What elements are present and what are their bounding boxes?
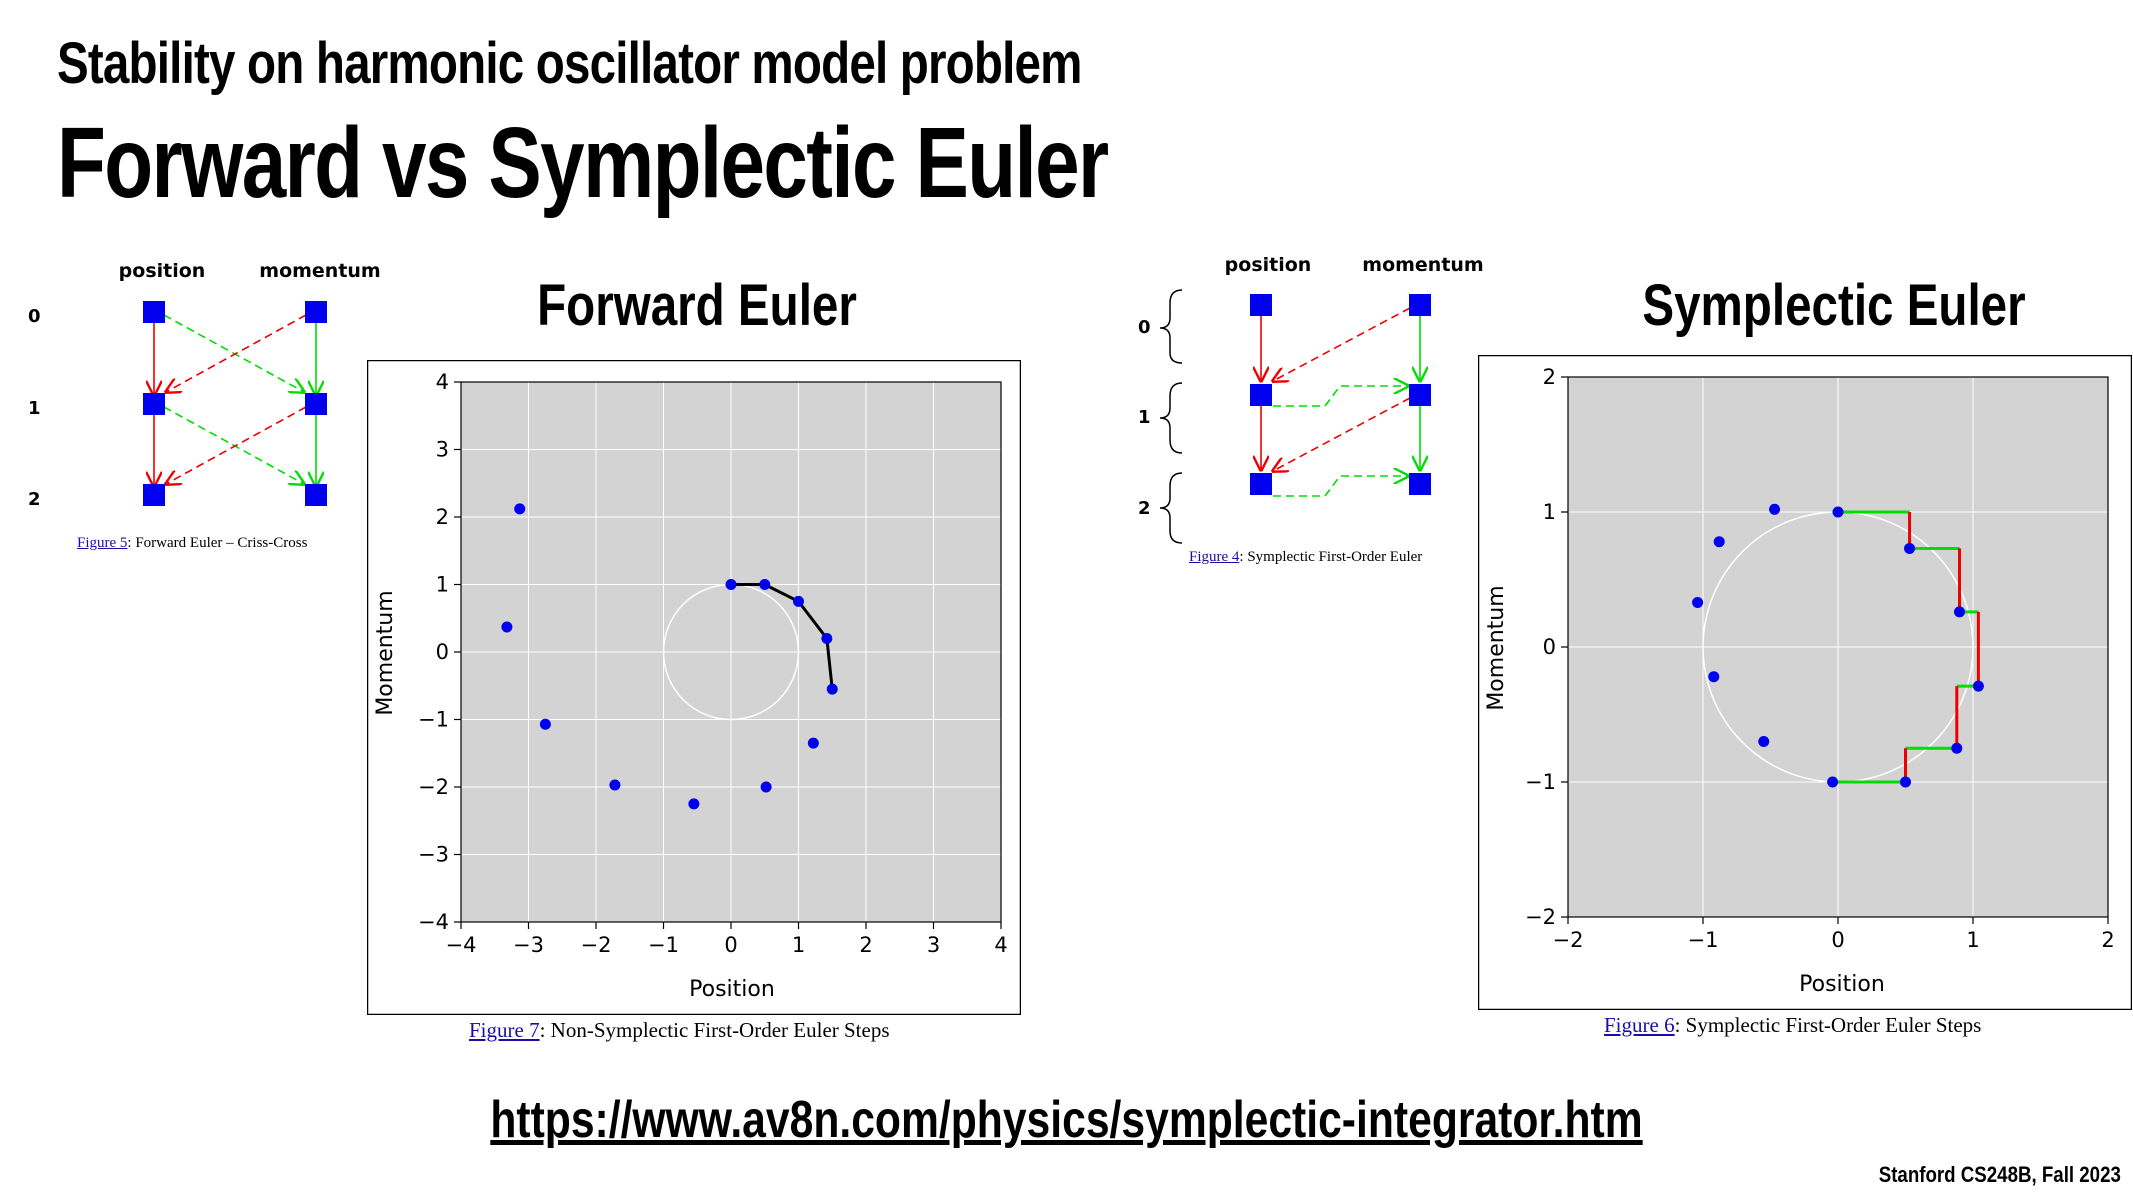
x-tick-label: 1 bbox=[1966, 928, 1979, 952]
slide-subtitle: Stability on harmonic oscillator model p… bbox=[57, 31, 1082, 96]
x-tick-label: 0 bbox=[1831, 928, 1844, 952]
data-point bbox=[1954, 606, 1965, 618]
x-tick-label: −4 bbox=[446, 933, 477, 957]
data-point bbox=[1769, 503, 1781, 515]
x-tick-label: −1 bbox=[1688, 928, 1719, 952]
data-point bbox=[1832, 506, 1844, 518]
x-tick-label: −3 bbox=[513, 933, 544, 957]
diagram-step-label: 0 bbox=[28, 306, 41, 327]
y-axis-label: Momentum bbox=[373, 590, 398, 715]
x-tick-label: −1 bbox=[648, 933, 679, 957]
data-point bbox=[1713, 536, 1725, 548]
data-point bbox=[725, 579, 737, 590]
figure-5-link[interactable]: Figure 5 bbox=[77, 535, 128, 551]
y-tick-label: 4 bbox=[436, 370, 449, 394]
y-tick-label: 0 bbox=[1543, 635, 1556, 659]
y-tick-label: −4 bbox=[418, 910, 449, 934]
forward-euler-diagram: position momentum 0 1 2 bbox=[28, 260, 381, 510]
figure-6-caption: Figure 6: Symplectic First-Order Euler S… bbox=[1604, 1013, 1982, 1037]
y-tick-label: 2 bbox=[1543, 365, 1556, 389]
x-tick-label: 2 bbox=[2101, 928, 2114, 952]
diagram-position-label: position bbox=[119, 260, 206, 282]
diagram-step-label: 2 bbox=[1138, 498, 1151, 519]
x-tick-label: 2 bbox=[859, 933, 872, 957]
x-tick-label: −2 bbox=[1553, 928, 1584, 952]
figure-7-caption: Figure 7: Non-Symplectic First-Order Eul… bbox=[469, 1018, 890, 1042]
data-point bbox=[1951, 742, 1963, 754]
diagram-step-label: 1 bbox=[28, 398, 41, 419]
data-point bbox=[807, 737, 819, 749]
y-tick-label: −1 bbox=[418, 708, 449, 732]
figure-5-caption: Figure 5: Forward Euler – Criss-Cross bbox=[77, 535, 308, 551]
data-point bbox=[501, 621, 513, 633]
data-point bbox=[1692, 596, 1704, 608]
y-tick-label: 3 bbox=[436, 438, 449, 462]
course-footer: Stanford CS248B, Fall 2023 bbox=[1878, 1162, 2121, 1187]
x-tick-label: −2 bbox=[581, 933, 612, 957]
symplectic-euler-title: Symplectic Euler bbox=[1642, 273, 2026, 338]
data-point bbox=[1708, 671, 1720, 683]
data-point bbox=[1758, 736, 1770, 747]
y-tick-label: 1 bbox=[436, 573, 449, 597]
figure-7-link[interactable]: Figure 7 bbox=[469, 1018, 540, 1042]
diagram-step-label: 0 bbox=[1138, 317, 1151, 338]
data-point bbox=[760, 781, 772, 793]
data-point bbox=[539, 718, 551, 730]
diagram-momentum-label: momentum bbox=[1362, 254, 1483, 276]
data-point bbox=[1827, 776, 1839, 788]
symplectic-euler-chart: −2 −1 0 1 2 2 1 0 −1 −2 Position Momentum bbox=[1478, 355, 2132, 1010]
x-axis-label: Position bbox=[1799, 972, 1885, 997]
data-point bbox=[1904, 542, 1916, 554]
data-point bbox=[826, 683, 838, 695]
symplectic-euler-diagram: position momentum 0 1 2 bbox=[1138, 254, 1484, 544]
x-tick-label: 4 bbox=[994, 933, 1007, 957]
data-point bbox=[1972, 680, 1984, 692]
data-point bbox=[793, 595, 804, 607]
y-tick-label: −2 bbox=[1525, 905, 1556, 929]
forward-euler-title: Forward Euler bbox=[537, 273, 857, 338]
plot-frame bbox=[1567, 376, 2109, 918]
diagram-position-label: position bbox=[1225, 254, 1312, 276]
x-tick-label: 0 bbox=[724, 933, 737, 957]
diagram-momentum-label: momentum bbox=[259, 260, 380, 282]
x-axis-label: Position bbox=[689, 977, 775, 1002]
forward-euler-chart: −4 −3 −2 −1 0 1 2 3 4 4 3 2 1 0 −1 −2 −3 −4 Position Mome… bbox=[367, 360, 1021, 1015]
figure-4-link[interactable]: Figure 4 bbox=[1189, 549, 1240, 565]
data-point bbox=[514, 503, 526, 515]
source-url-link[interactable]: https://www.av8n.com/physics/symplectic-… bbox=[490, 1091, 1643, 1149]
figure-6-link[interactable]: Figure 6 bbox=[1604, 1013, 1675, 1037]
diagram-step-label: 2 bbox=[28, 489, 41, 510]
data-point bbox=[759, 579, 771, 590]
y-axis-label: Momentum bbox=[1484, 585, 1509, 710]
diagram-step-label: 1 bbox=[1138, 407, 1151, 428]
data-point bbox=[1900, 776, 1911, 788]
plot-frame bbox=[460, 381, 1002, 923]
y-tick-label: −3 bbox=[418, 843, 449, 867]
y-tick-label: −2 bbox=[418, 775, 449, 799]
slide-title: Forward vs Symplectic Euler bbox=[57, 107, 1109, 219]
data-point bbox=[688, 798, 700, 810]
data-point bbox=[821, 633, 833, 644]
figure-4-caption: Figure 4: Symplectic First-Order Euler bbox=[1189, 549, 1423, 565]
x-tick-label: 1 bbox=[792, 933, 805, 957]
x-tick-label: 3 bbox=[927, 933, 940, 957]
y-tick-label: 1 bbox=[1543, 500, 1556, 524]
y-tick-label: −1 bbox=[1525, 770, 1556, 794]
y-tick-label: 2 bbox=[436, 505, 449, 529]
y-tick-label: 0 bbox=[436, 640, 449, 664]
data-point bbox=[609, 779, 621, 791]
